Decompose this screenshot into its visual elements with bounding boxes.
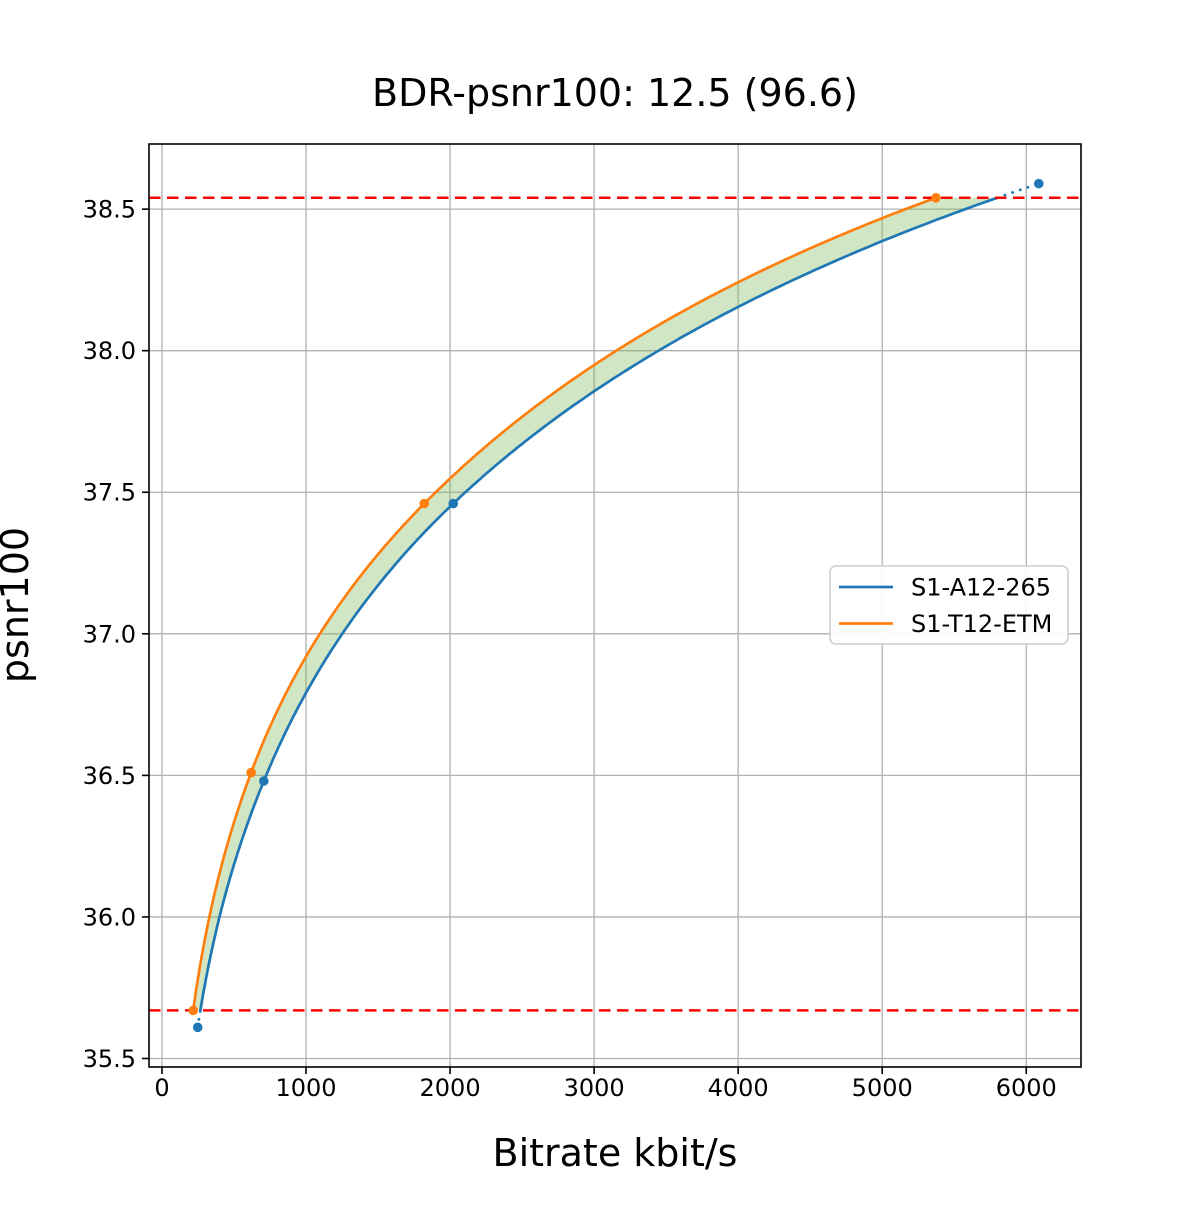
bd-fill-region [193, 197, 998, 1011]
y-tick-label: 38.5 [83, 196, 136, 224]
ticks-layer: 0 1000 2000 3000 4000 5000 6000 35.5 36.0 36.5 37.… [83, 196, 1057, 1102]
curve-extrapolation-dotted-S1-A12-265 [995, 182, 1041, 200]
data-point-S1-A12-265 [448, 498, 459, 509]
data-point-S1-A12-265 [259, 776, 269, 786]
y-tick-label: 36.5 [83, 762, 136, 790]
x-tick-label: 4000 [708, 1074, 769, 1102]
data-point-S1-A12-265 [192, 1022, 203, 1033]
plot-layers: 0 1000 2000 3000 4000 5000 6000 35.5 36.0 36.5 37.… [83, 143, 1082, 1102]
y-axis-label: psnr100 [0, 527, 37, 683]
legend-label-series2: S1-T12-ETM [911, 610, 1052, 638]
legend: S1-A12-265 S1-T12-ETM [829, 565, 1069, 645]
curve-S1-A12-265 [199, 196, 998, 1011]
hlines-layer [149, 196, 1081, 1012]
x-tick-label: 0 [154, 1074, 169, 1102]
fill-layer [193, 197, 998, 1011]
x-tick-label: 2000 [420, 1074, 481, 1102]
curve-S1-T12-ETM [191, 196, 937, 1011]
x-tick-label: 3000 [564, 1074, 625, 1102]
data-point-S1-T12-ETM [419, 498, 430, 509]
chart-title: BDR-psnr100: 12.5 (96.6) [372, 71, 858, 115]
y-tick-label: 37.5 [83, 479, 136, 507]
y-tick-label: 36.0 [83, 903, 136, 931]
x-tick-label: 1000 [275, 1074, 336, 1102]
data-point-S1-A12-265 [1033, 178, 1044, 189]
legend-label-series1: S1-A12-265 [911, 574, 1051, 602]
plot-border [148, 143, 1082, 1068]
x-tick-label: 6000 [996, 1074, 1057, 1102]
y-tick-label: 38.0 [83, 337, 136, 365]
data-point-S1-T12-ETM [188, 1005, 199, 1016]
x-tick-label: 5000 [852, 1074, 913, 1102]
x-axis-label: Bitrate kbit/s [493, 1131, 738, 1175]
y-tick-label: 37.0 [83, 620, 136, 648]
data-point-S1-T12-ETM [931, 192, 941, 203]
markers-layer [188, 178, 1044, 1033]
data-point-S1-T12-ETM [246, 767, 256, 778]
curves-layer [191, 182, 1041, 1029]
curve-extrapolation-dotted-S1-A12-265 [196, 1009, 202, 1029]
spine-layer [148, 143, 1082, 1068]
y-tick-label: 35.5 [83, 1045, 136, 1073]
